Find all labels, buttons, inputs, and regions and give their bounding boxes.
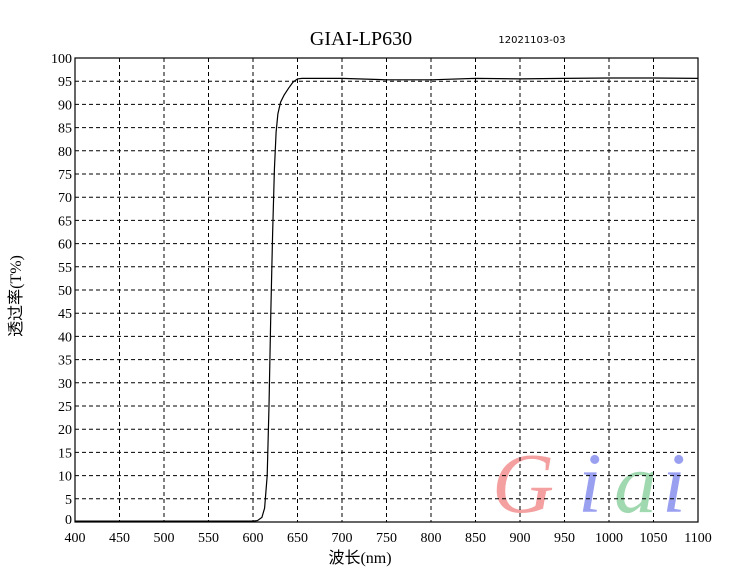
y-tick-label: 15 xyxy=(58,446,72,461)
x-tick-label: 600 xyxy=(243,531,264,546)
y-tick-label: 60 xyxy=(58,238,72,253)
y-tick-label: 55 xyxy=(58,261,72,276)
y-tick-label: 10 xyxy=(58,470,72,485)
y-tick-label: 100 xyxy=(51,52,72,67)
y-tick-label: 75 xyxy=(58,168,72,183)
x-axis-label: 波长(nm) xyxy=(328,549,391,567)
grid xyxy=(75,58,698,522)
x-tick-label: 1000 xyxy=(595,531,623,546)
y-tick-label: 40 xyxy=(58,330,72,345)
x-tick-label: 850 xyxy=(465,531,486,546)
x-tick-label: 1100 xyxy=(684,531,711,546)
x-tick-label: 800 xyxy=(421,531,442,546)
x-tick-label: 750 xyxy=(376,531,397,546)
x-tick-label: 700 xyxy=(332,531,353,546)
y-tick-label: 0 xyxy=(65,513,72,528)
y-axis-label: 透过率(T%) xyxy=(7,255,25,337)
x-tick-labels: 400 450 500 550 600 650 700 750 800 850 900 950 1000… xyxy=(65,531,712,546)
watermark-letter: G xyxy=(492,435,554,531)
y-tick-label: 45 xyxy=(58,307,72,322)
plot-frame xyxy=(74,57,699,523)
y-tick-label: 20 xyxy=(58,423,72,438)
y-tick-label: 95 xyxy=(58,75,72,90)
x-tick-label: 650 xyxy=(287,531,308,546)
y-tick-label: 65 xyxy=(58,214,72,229)
y-tick-label: 80 xyxy=(58,145,72,160)
x-tick-label: 500 xyxy=(154,531,175,546)
y-tick-label: 35 xyxy=(58,354,72,369)
watermark-letter: i xyxy=(578,435,602,531)
chart-title: GIAI-LP630 xyxy=(310,28,412,50)
watermark-letter: i xyxy=(662,435,686,531)
y-tick-labels: 0 5 10 15 20 25 30 35 40 45 50 55 60 65 70 75 80 85 90 95 10… xyxy=(51,52,72,528)
y-tick-label: 90 xyxy=(58,98,72,113)
watermark-letter: a xyxy=(614,435,657,531)
y-tick-label: 30 xyxy=(58,377,72,392)
y-tick-label: 85 xyxy=(58,122,72,137)
chart-subtitle: 12021103-03 xyxy=(498,35,565,46)
x-tick-label: 950 xyxy=(554,531,575,546)
series-line xyxy=(75,77,699,522)
x-tick-label: 400 xyxy=(65,531,86,546)
y-tick-label: 70 xyxy=(58,191,72,206)
y-tick-label: 50 xyxy=(58,284,72,299)
x-tick-label: 550 xyxy=(198,531,219,546)
x-tick-label: 450 xyxy=(109,531,130,546)
y-tick-label: 5 xyxy=(65,493,72,508)
y-tick-label: 25 xyxy=(58,400,72,415)
x-tick-label: 900 xyxy=(510,531,531,546)
x-tick-label: 1050 xyxy=(640,531,668,546)
